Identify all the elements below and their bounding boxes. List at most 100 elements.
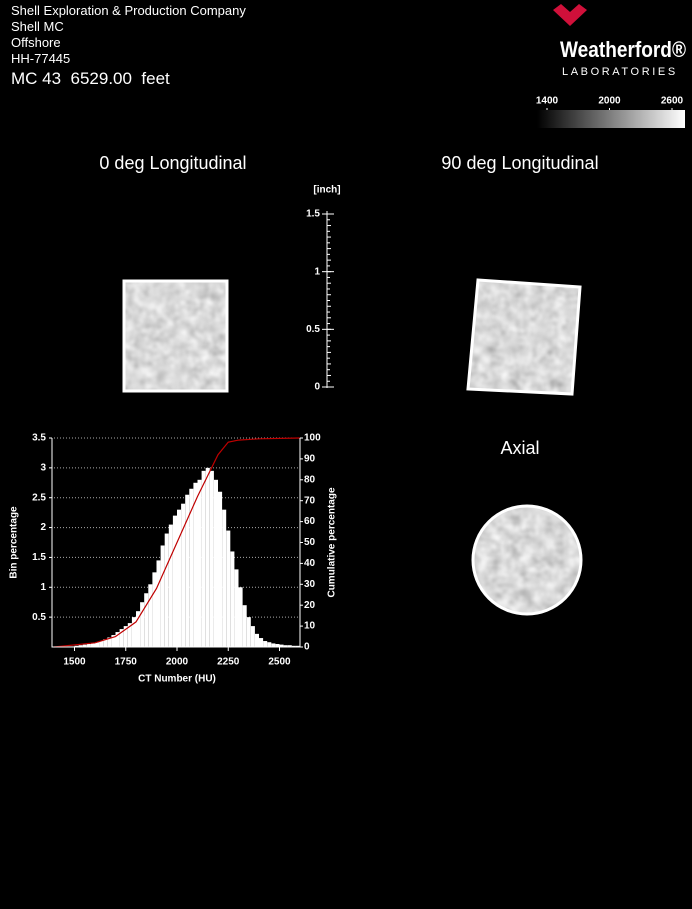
- y2-axis-label: Cumulative percentage: [327, 487, 338, 597]
- bar: [131, 617, 136, 647]
- x-axis-label: CT Number (HU): [138, 674, 216, 685]
- ct-image-0deg: [124, 281, 227, 391]
- bar: [164, 533, 169, 647]
- bar: [74, 645, 79, 647]
- header: Shell Exploration & Production Company S…: [11, 3, 246, 88]
- bar: [189, 488, 194, 647]
- bar: [185, 494, 190, 647]
- y2-tick-label: 20: [304, 600, 316, 611]
- bar: [111, 635, 116, 647]
- bar: [283, 645, 288, 647]
- x-tick-label: 1750: [115, 657, 138, 668]
- header-line: Shell Exploration & Production Company: [11, 3, 246, 18]
- x-tick-label: 2500: [268, 657, 291, 668]
- y-tick-label: 0.5: [32, 612, 46, 623]
- logo-mark: [553, 4, 587, 26]
- y2-tick-label: 60: [304, 516, 316, 527]
- bar: [181, 503, 186, 647]
- bar: [230, 551, 235, 647]
- ct-image-axial: [473, 506, 581, 614]
- y2-tick-label: 10: [304, 621, 316, 632]
- bar: [209, 470, 214, 647]
- bar: [193, 482, 198, 647]
- x-tick-label: 2250: [217, 657, 240, 668]
- bar: [123, 626, 128, 647]
- bar: [291, 645, 296, 647]
- x-tick-label: 2000: [166, 657, 189, 668]
- bar: [148, 584, 153, 647]
- y2-tick-label: 30: [304, 579, 316, 590]
- bar: [95, 642, 100, 647]
- bar: [271, 643, 276, 647]
- bar: [78, 645, 83, 647]
- y-tick-label: 1: [40, 582, 46, 593]
- scale-label: 0.5: [306, 324, 320, 335]
- bar: [205, 467, 210, 647]
- logo: Weatherford® LABORATORIES: [553, 4, 686, 78]
- bar: [168, 524, 173, 647]
- bar: [218, 491, 223, 647]
- bar: [259, 638, 264, 647]
- bar: [119, 629, 124, 647]
- x-tick-label: 1500: [63, 657, 86, 668]
- bar: [152, 572, 157, 647]
- scale-unit: [inch]: [313, 185, 340, 196]
- ct-outline: [466, 278, 582, 396]
- header-line: Shell MC: [11, 19, 64, 34]
- y-tick-label: 2.5: [32, 492, 46, 503]
- scale-label: 0: [314, 382, 320, 393]
- y2-tick-label: 90: [304, 454, 316, 465]
- y2-tick-label: 0: [304, 642, 310, 653]
- y2-tick-label: 40: [304, 558, 316, 569]
- logo-subtitle: LABORATORIES: [562, 66, 678, 78]
- y-tick-label: 3: [40, 462, 46, 473]
- scale-ticks: 0 0.5 1 1.5: [306, 209, 334, 393]
- ct-image-90deg: [468, 280, 580, 394]
- y2-tick-label: 80: [304, 474, 316, 485]
- y2-tick-label: 70: [304, 495, 316, 506]
- header-line: Offshore: [11, 35, 61, 50]
- bar: [226, 530, 231, 647]
- scale-label: 1: [314, 266, 320, 277]
- bar: [82, 644, 87, 647]
- bar: [250, 626, 255, 647]
- panel-title: Axial: [500, 438, 539, 458]
- bar: [99, 641, 104, 647]
- colorbar-label: 1400: [536, 96, 559, 107]
- bar: [263, 641, 268, 647]
- y-tick-label: 1.5: [32, 552, 46, 563]
- cumulative-line: [53, 437, 301, 648]
- colorbar-label: 2000: [598, 96, 621, 107]
- bar: [172, 515, 177, 647]
- histogram: 0.5 1 1.5 2 2.5 3 3.5 0 10 20 30 40 50 60 70 80 90 100 150…: [9, 433, 338, 685]
- bar: [275, 644, 280, 647]
- scale-label: 1.5: [306, 209, 320, 220]
- bar: [160, 545, 165, 647]
- bar: [234, 569, 239, 647]
- colorbar-label: 2600: [661, 96, 684, 107]
- depth: MC 43 6529.00 feet: [11, 69, 170, 88]
- y2-tick-label: 100: [304, 433, 321, 444]
- panel-title: 0 deg Longitudinal: [99, 153, 246, 173]
- colorbar-ticks: 1400 2000 2600: [536, 96, 684, 110]
- panel-title: 90 deg Longitudinal: [441, 153, 598, 173]
- bar: [156, 560, 161, 647]
- bar: [295, 645, 300, 647]
- bar: [90, 643, 95, 647]
- bar: [254, 633, 259, 647]
- bar: [201, 470, 206, 647]
- logo-name: Weatherford®: [560, 37, 686, 62]
- bar: [246, 617, 251, 647]
- bar: [103, 639, 108, 647]
- bar: [267, 642, 272, 647]
- y2-tick-label: 50: [304, 537, 316, 548]
- bar: [222, 509, 227, 647]
- ct-images: [122, 278, 583, 616]
- ct-outline: [122, 279, 229, 393]
- bar: [242, 605, 247, 647]
- y-tick-label: 2: [40, 522, 46, 533]
- bar: [136, 611, 141, 647]
